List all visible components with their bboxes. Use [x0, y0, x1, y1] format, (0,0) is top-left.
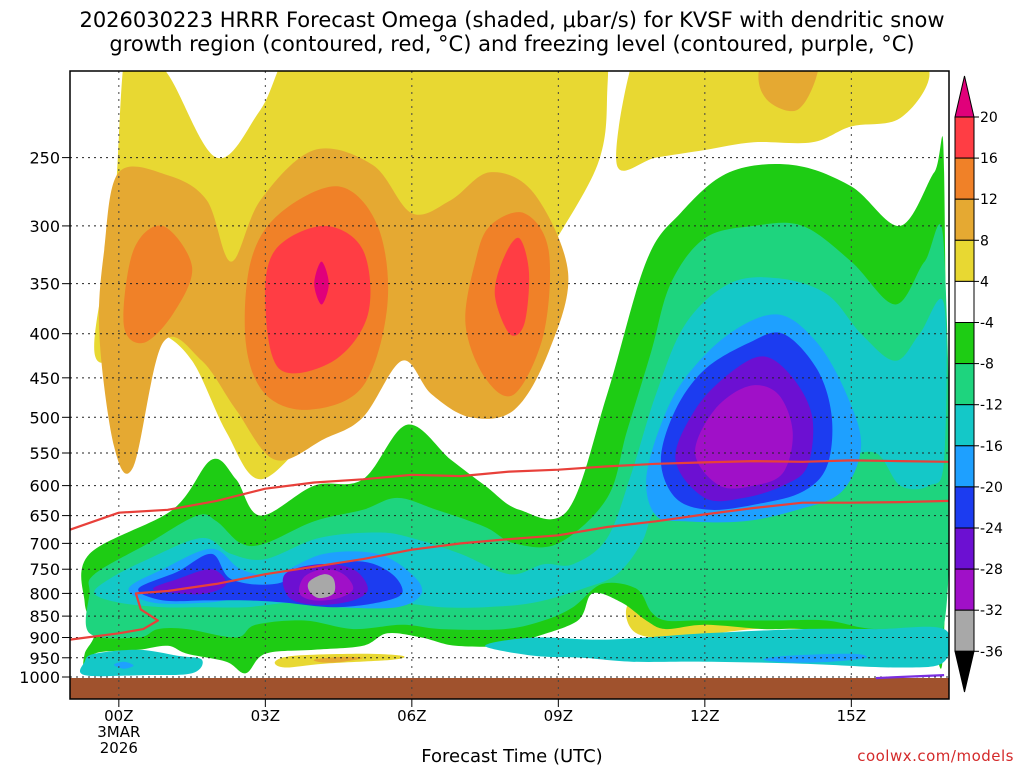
chart-title-line1: 2026030223 HRRR Forecast Omega (shaded, … — [79, 8, 945, 32]
omega-region-upper-class16-mid — [265, 225, 371, 374]
colorbar-label-1: 16 — [980, 151, 998, 167]
grid-lines — [70, 71, 949, 699]
y-tick-label-800: 800 — [29, 584, 60, 603]
omega-region-upper-class16-right — [494, 237, 530, 336]
colorbar-label-12: -32 — [980, 603, 1003, 619]
y-tick-label-300: 300 — [29, 217, 60, 236]
x-axis-title: Forecast Time (UTC) — [421, 746, 603, 767]
axes: 250 300 350 400 450 500 550 600 650 700 750 800 850 9… — [19, 149, 866, 757]
x-tick-label-00Z: 00Z — [104, 707, 133, 725]
plot-fills — [70, 71, 949, 699]
colorbar-segment-3 — [954, 239, 975, 282]
credit-text: coolwx.com/models — [857, 747, 1014, 765]
colorbar-segment-10 — [954, 527, 975, 570]
y-tick-label-1000: 1000 — [19, 668, 60, 687]
x-tick-label-03Z: 03Z — [251, 707, 280, 725]
colorbar-segment-6 — [954, 363, 975, 406]
y-tick-label-450: 450 — [29, 369, 60, 388]
colorbar-segment-2 — [954, 198, 975, 241]
colorbar-label-2: 12 — [980, 192, 998, 208]
colorbar-label-3: 8 — [980, 233, 989, 249]
colorbar-label-10: -24 — [980, 521, 1003, 537]
x-tick-label-09Z: 09Z — [544, 707, 573, 725]
colorbar-segment-9 — [954, 486, 975, 529]
colorbar-segment-4 — [954, 280, 975, 323]
omega-region-upper-class12-left — [123, 225, 193, 344]
colorbar-segment-5 — [954, 322, 975, 365]
colorbar-under-triangle — [954, 650, 975, 693]
y-tick-label-850: 850 — [29, 607, 60, 626]
chart-title-line2: growth region (contoured, red, °C) and f… — [109, 32, 915, 56]
omega-region-descent-class-12-low — [79, 649, 203, 677]
omega-region-upper-class20-mid — [314, 261, 329, 305]
x-tick-sublabel-1: 2026 — [100, 739, 138, 757]
omega-region-upper-right-band — [616, 71, 930, 171]
ground-terrain — [70, 678, 949, 699]
contours — [70, 459, 949, 680]
dgz-contour-dgz-upper-12C- — [70, 459, 949, 531]
colorbar-segment-7 — [954, 404, 975, 447]
y-tick-label-950: 950 — [29, 649, 60, 668]
colorbar-segment-12 — [954, 609, 975, 652]
colorbar-segment-0 — [954, 116, 975, 159]
omega-region-top-class8-right — [758, 71, 818, 112]
x-tick-label-12Z: 12Z — [690, 707, 719, 725]
x-tick-label-06Z: 06Z — [397, 707, 426, 725]
colorbar-segment-1 — [954, 157, 975, 200]
colorbar-label-4: 4 — [980, 274, 989, 290]
colorbar-label-9: -20 — [980, 480, 1003, 496]
y-tick-label-650: 650 — [29, 507, 60, 526]
freezing-level-contour — [875, 674, 945, 680]
colorbar-label-8: -16 — [980, 439, 1003, 455]
y-tick-label-400: 400 — [29, 325, 60, 344]
colorbar-label-6: -8 — [980, 357, 994, 373]
colorbar-label-0: 20 — [980, 110, 998, 126]
colorbar-label-13: -36 — [980, 644, 1003, 660]
colorbar-label-7: -12 — [980, 398, 1003, 414]
colorbar-over-triangle — [954, 75, 975, 118]
colorbar-segment-8 — [954, 445, 975, 488]
colorbar: 20 16 12 8 4 -4 -8 -12 -16 -20 -24 -28 -32 -36 — [954, 75, 1003, 693]
y-tick-label-250: 250 — [29, 149, 60, 168]
y-tick-label-900: 900 — [29, 629, 60, 648]
y-tick-label-600: 600 — [29, 477, 60, 496]
y-tick-label-350: 350 — [29, 275, 60, 294]
dgz-contour-dgz-lower-18C- — [70, 499, 949, 641]
y-tick-label-550: 550 — [29, 444, 60, 463]
omega-region-descent-class-32 — [307, 574, 336, 599]
y-tick-label-500: 500 — [29, 408, 60, 427]
omega-region-descent-class-24 — [153, 569, 227, 595]
x-tick-sublabel-0: 3MAR — [97, 723, 140, 741]
colorbar-label-5: -4 — [980, 316, 994, 332]
plot-frame — [69, 70, 950, 700]
y-tick-label-750: 750 — [29, 560, 60, 579]
x-tick-label-15Z: 15Z — [837, 707, 866, 725]
y-tick-label-700: 700 — [29, 534, 60, 553]
colorbar-label-11: -28 — [980, 562, 1003, 578]
omega-region-bottom-class8-strip — [313, 656, 364, 663]
colorbar-segment-11 — [954, 568, 975, 611]
